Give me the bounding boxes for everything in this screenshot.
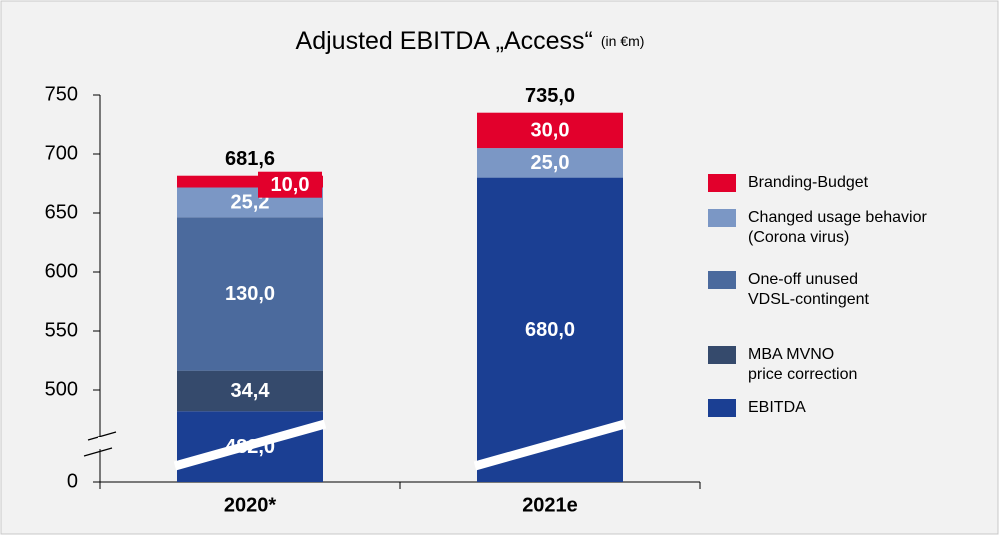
- data-label: 34,4: [231, 380, 271, 402]
- bar-segment: [177, 370, 323, 412]
- legend-swatch: [708, 346, 736, 364]
- x-tick-label: 2021e: [522, 494, 578, 516]
- data-label: 130,0: [225, 283, 275, 305]
- y-tick-label: 600: [45, 260, 78, 282]
- axis-break: [83, 447, 113, 457]
- bar-break: [173, 419, 327, 471]
- bar-segment: [177, 217, 323, 371]
- data-label: 482,0: [225, 436, 275, 458]
- axis-break-gap: [98, 437, 102, 449]
- legend-swatch: [708, 399, 736, 417]
- y-tick-label: 700: [45, 142, 78, 164]
- bar-segment: [477, 148, 623, 178]
- chart-title: Adjusted EBITDA „Access“ (in €m): [296, 27, 645, 55]
- data-label-box: [258, 171, 322, 198]
- legend-label: MBA MVNO price correction: [748, 346, 858, 383]
- bar-segment: [177, 175, 323, 188]
- y-tick-label: 550: [45, 319, 78, 341]
- x-tick-label: 2020*: [224, 494, 276, 516]
- legend-label: One-off unused VDSL-contingent: [748, 271, 869, 308]
- y-tick-label: 650: [45, 201, 78, 223]
- data-label: 10,0: [271, 174, 310, 196]
- bar-break: [473, 419, 627, 471]
- subtitle: (in €m): [601, 33, 645, 49]
- total-label: 735,0: [525, 85, 575, 107]
- data-label: 680,0: [525, 319, 575, 341]
- total-label: 681,6: [225, 148, 275, 170]
- legend-label: Branding-Budget: [748, 174, 869, 191]
- legend-swatch: [708, 174, 736, 192]
- legend-label: Changed usage behavior (Corona virus): [748, 209, 927, 246]
- title: Adjusted EBITDA „Access“: [296, 27, 593, 55]
- y-tick-label: 750: [45, 83, 78, 105]
- legend-swatch: [708, 271, 736, 289]
- data-label: 30,0: [531, 120, 570, 142]
- legend-swatch: [708, 209, 736, 227]
- y-tick-label: 500: [45, 378, 78, 400]
- legend-label: EBITDA: [748, 399, 806, 416]
- y-tick-label: 0: [67, 470, 78, 492]
- axis-break: [87, 431, 117, 441]
- bar-segment: [477, 112, 623, 149]
- data-label: 25,0: [531, 152, 570, 174]
